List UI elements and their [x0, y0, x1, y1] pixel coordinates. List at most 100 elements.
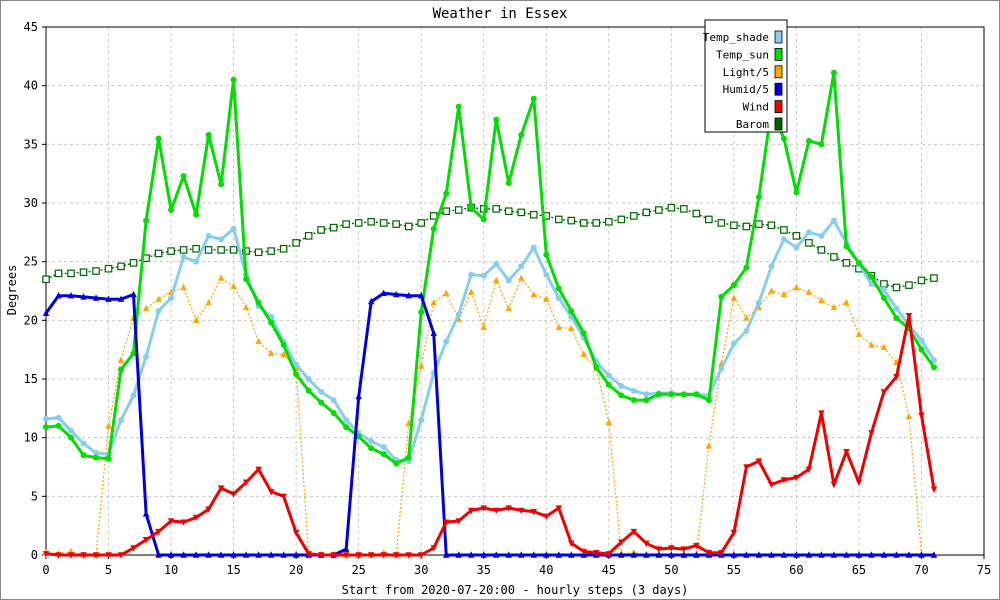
barom-point: [642, 208, 651, 217]
light-5-point: [730, 294, 738, 301]
light-5-point: [805, 288, 813, 295]
wind-point: [105, 552, 112, 559]
temp-shade-point: [730, 340, 737, 347]
light-5-point: [868, 341, 875, 348]
light-5-point: [830, 303, 838, 311]
light-5-point: [205, 299, 212, 306]
temp-sun-point: [668, 391, 675, 398]
barom-point: [92, 267, 100, 275]
light-5-point: [705, 442, 713, 449]
legend-label-wind: Wind: [743, 101, 770, 114]
temp-shade-point: [455, 311, 462, 318]
temp-shade-point: [93, 449, 100, 456]
series-line-temp-sun: [45, 71, 936, 465]
x-tick-label: 25: [351, 563, 365, 577]
temp-sun-point: [105, 455, 112, 462]
temp-sun-point: [830, 69, 837, 76]
temp-shade-point: [143, 353, 150, 360]
barom-point: [404, 222, 413, 231]
light-5-point: [480, 323, 487, 331]
barom-point: [567, 216, 576, 225]
temp-sun-point: [443, 190, 450, 197]
y-tick-label: 30: [24, 196, 38, 210]
barom-point: [179, 246, 188, 254]
x-tick-label: 75: [977, 563, 991, 577]
barom-point: [279, 244, 288, 253]
temp-shade-point: [330, 397, 337, 404]
humid-5-point: [468, 551, 475, 558]
series-temp-sun: [43, 69, 937, 467]
temp-sun-point: [480, 216, 487, 223]
temp-sun-point: [818, 141, 825, 148]
barom-point: [717, 219, 726, 227]
light-5-point: [543, 295, 550, 302]
barom-point: [304, 232, 313, 240]
wind-point: [280, 493, 287, 501]
temp-sun-point: [243, 276, 250, 283]
wind-point: [693, 542, 700, 550]
humid-5-point: [230, 551, 237, 558]
temp-shade-point: [880, 286, 887, 293]
legend-swatch-humid-5: [774, 82, 783, 96]
y-tick-label: 10: [24, 431, 38, 445]
temp-shade-point: [543, 271, 550, 278]
wind-point: [543, 513, 550, 520]
barom-point: [54, 269, 63, 278]
wind-point: [455, 518, 462, 525]
barom-point: [442, 207, 451, 216]
humid-5-point: [367, 297, 375, 305]
wind-point: [530, 508, 537, 516]
wind-point: [367, 552, 375, 559]
humid-5-point: [893, 551, 900, 558]
barom-point: [692, 209, 701, 218]
light-5-point: [555, 323, 562, 331]
humid-5-point: [793, 551, 800, 558]
barom-point: [792, 232, 801, 240]
light-5-point: [843, 299, 850, 306]
light-5-point: [142, 304, 150, 312]
wind-point: [568, 540, 575, 547]
temp-shade-point: [805, 229, 812, 236]
temp-sun-point: [755, 194, 762, 201]
temp-sun-point: [180, 173, 187, 180]
temp-shade-point: [155, 307, 162, 314]
temp-sun-point: [55, 422, 62, 429]
wind-point: [593, 549, 600, 557]
barom-point: [880, 280, 888, 288]
temp-sun-point: [193, 211, 200, 218]
legend-label-humid-5: Humid/5: [723, 83, 769, 96]
wind-point: [855, 479, 863, 486]
humid-5-point: [518, 551, 525, 558]
wind-point: [92, 552, 100, 559]
temp-shade-point: [818, 232, 825, 239]
humid-5-point: [130, 290, 137, 298]
wind-point: [755, 458, 763, 465]
barom-point: [204, 246, 213, 254]
barom-point: [842, 259, 851, 267]
wind-point: [468, 507, 475, 515]
light-5-point: [493, 276, 500, 284]
light-5-point: [255, 337, 262, 345]
barom-point: [167, 247, 175, 255]
legend-swatch-temp-sun: [774, 48, 783, 61]
x-tick-label: 60: [789, 563, 803, 577]
temp-sun-point: [230, 76, 237, 83]
light-5-point: [242, 303, 250, 311]
temp-shade-point: [343, 417, 350, 424]
temp-sun-point: [505, 180, 512, 187]
temp-sun-point: [430, 225, 437, 232]
humid-5-point: [92, 294, 100, 301]
legend-label-temp-sun: Temp_sun: [716, 48, 769, 61]
humid-5-point: [830, 551, 838, 558]
temp-shade-point: [55, 414, 62, 421]
temp-sun-point: [168, 207, 175, 214]
humid-5-point: [418, 291, 425, 299]
light-5-point: [518, 274, 525, 281]
temp-shade-point: [118, 417, 125, 424]
x-axis-label: Start from 2020-07-20:00 - hourly steps …: [342, 583, 689, 597]
temp-shade-point: [530, 244, 537, 251]
wind-point: [242, 479, 250, 486]
legend-label-barom: Barom: [736, 118, 769, 131]
